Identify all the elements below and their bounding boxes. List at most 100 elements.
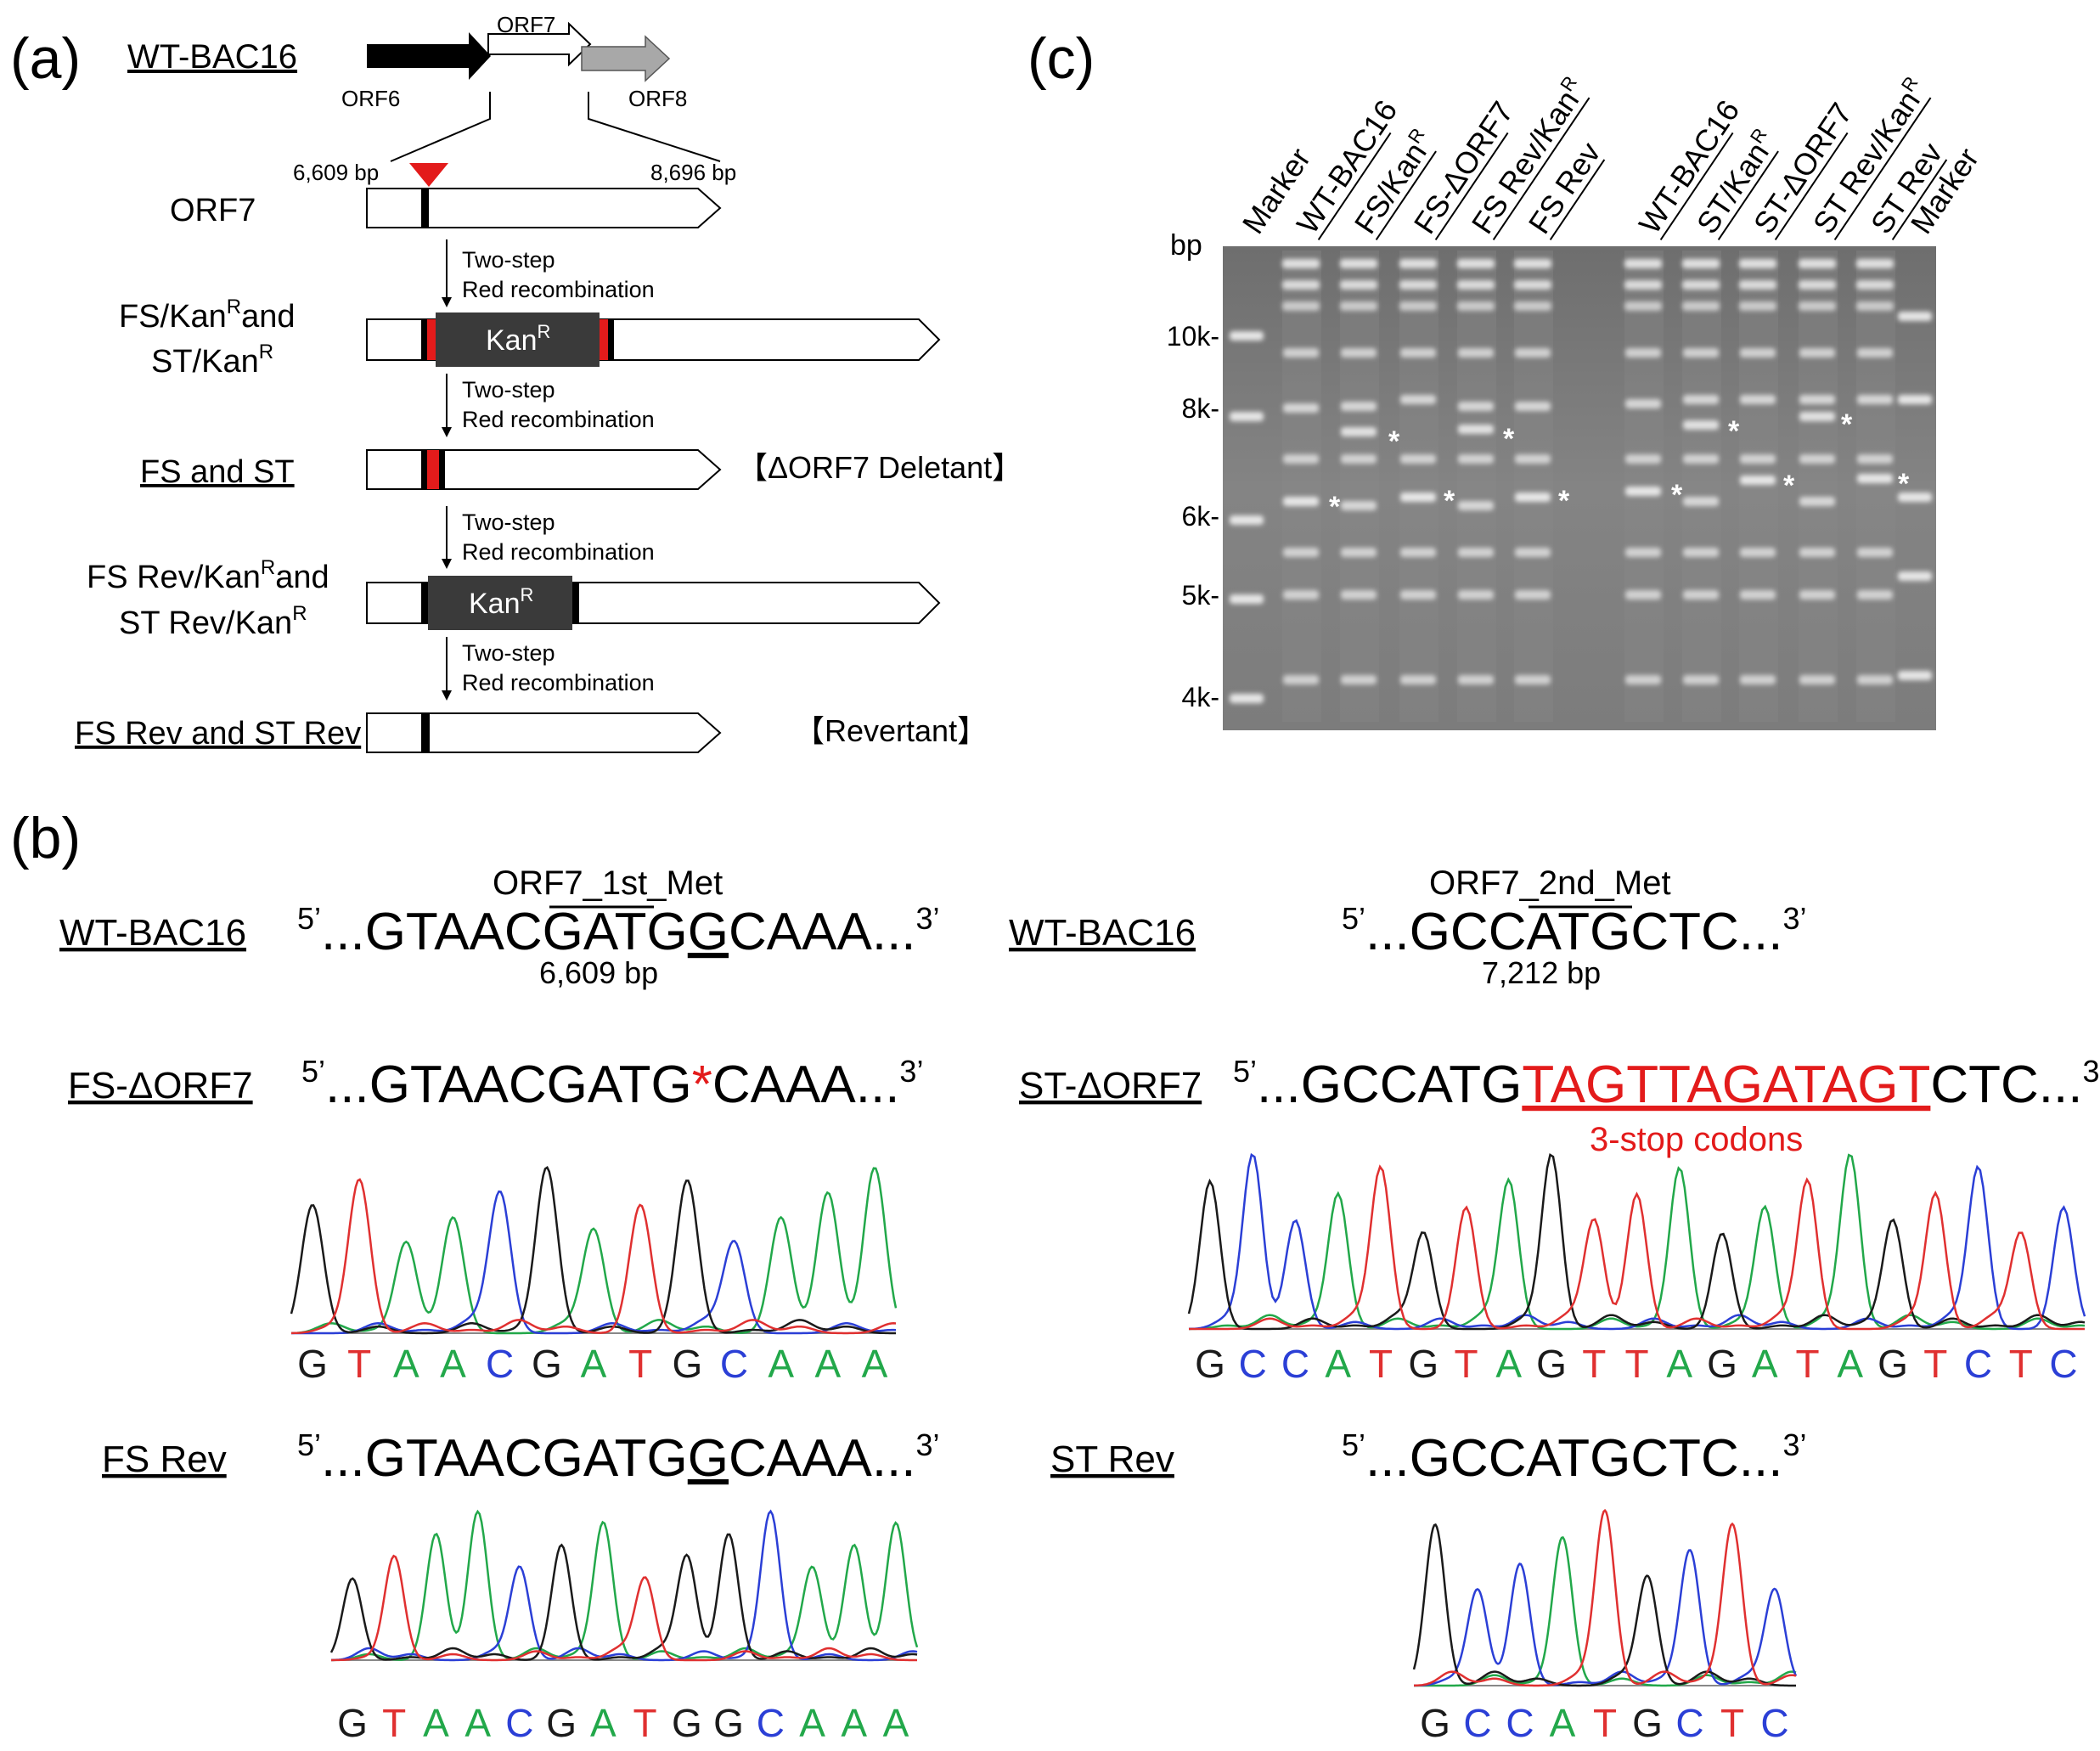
deletant-black-right	[439, 450, 445, 489]
gel-star: *	[1558, 485, 1570, 517]
base-call: T	[382, 1701, 406, 1745]
gel-band	[1683, 675, 1719, 684]
trace-c	[291, 1190, 897, 1335]
gel-band	[1799, 497, 1835, 506]
deletant-tag: 【ΔORF7 Deletant】	[737, 450, 1022, 485]
gel-band	[1458, 425, 1494, 434]
gel-band	[1625, 399, 1661, 408]
base-call: A	[1837, 1342, 1863, 1386]
gel-band	[1400, 493, 1436, 502]
gel-band	[1399, 280, 1437, 290]
base-call: T	[633, 1701, 657, 1745]
gel-band	[1282, 259, 1320, 268]
gel-band	[1458, 454, 1494, 464]
gel-band	[1230, 331, 1264, 341]
gel-band	[1625, 590, 1661, 600]
gel-lane	[1799, 251, 1838, 722]
base-call: T	[1795, 1342, 1819, 1386]
base-call: A	[1325, 1342, 1351, 1386]
gel-band	[1740, 476, 1776, 485]
trace-g	[1412, 1523, 1796, 1687]
gel-band	[1515, 590, 1551, 600]
gel-band	[1624, 280, 1662, 290]
gel-band	[1514, 280, 1551, 290]
gel-lane	[1682, 251, 1721, 722]
gel-band	[1682, 259, 1720, 268]
base-call: A	[1550, 1701, 1576, 1745]
gel-band	[1230, 694, 1264, 703]
base-call: C	[1281, 1342, 1309, 1386]
step-3-line1: Two-step	[462, 510, 555, 535]
revkan-cassette-label: KanR	[469, 584, 533, 620]
gel-band	[1740, 590, 1776, 600]
base-call: G	[672, 1342, 702, 1386]
gel-star: *	[1898, 468, 1910, 500]
gel-band	[1340, 259, 1377, 268]
gel-image	[1223, 246, 1936, 730]
base-call: G	[1632, 1701, 1663, 1745]
row-revkan-label-2: ST Rev/KanR	[119, 602, 307, 641]
gel-band	[1799, 454, 1835, 464]
gel-bands	[1230, 259, 1932, 703]
base-call: T	[1923, 1342, 1947, 1386]
gel-band	[1283, 590, 1319, 600]
gel-lane	[1399, 251, 1438, 722]
base-call: G	[546, 1701, 577, 1745]
gel-band	[1515, 402, 1551, 411]
base-call: G	[1536, 1342, 1567, 1386]
gel-band	[1683, 454, 1719, 464]
wt-right-label: WT-BAC16	[1009, 912, 1196, 954]
step-1-line1: Two-step	[462, 247, 555, 273]
panel-c-label: (c)	[1027, 26, 1095, 91]
gel-band	[1799, 675, 1835, 684]
base-call: T	[347, 1342, 371, 1386]
gel-band	[1898, 671, 1932, 680]
gel-band	[1400, 395, 1436, 404]
trace-t	[291, 1178, 897, 1335]
gel-star: *	[1783, 470, 1795, 502]
row-deletant-label: FS and ST	[140, 454, 295, 490]
gel-band	[1799, 280, 1836, 290]
fsrev-seq: 5’...GTAACGATGGCAAA...3’	[297, 1427, 940, 1488]
gel-band	[1739, 259, 1776, 268]
base-call: A	[1666, 1342, 1692, 1386]
gel-band	[1400, 348, 1436, 358]
met2-label: ORF7_2nd_Met	[1429, 864, 1671, 902]
base-call: T	[1369, 1342, 1393, 1386]
base-call: T	[1720, 1701, 1744, 1745]
base-call: A	[423, 1701, 449, 1745]
gel-band	[1683, 348, 1719, 358]
step-2-line2: Red recombination	[462, 407, 655, 432]
mutation-site-marker	[409, 163, 448, 187]
gel-band	[1799, 395, 1835, 404]
step-arrow-2-head	[442, 427, 452, 437]
row-orf7-label: ORF7	[170, 193, 256, 228]
gel-band	[1283, 497, 1319, 506]
fs-seq: 5’...GTAACGATG*CAAA...3’	[301, 1054, 923, 1114]
trace-c	[331, 1509, 918, 1662]
base-call: G	[1707, 1342, 1737, 1386]
gel-lanes	[1282, 251, 1895, 722]
gel-stars: * * * * * * * * * *	[1329, 408, 1910, 523]
base-call: A	[1495, 1342, 1522, 1386]
trace-t	[331, 1554, 917, 1662]
gel-band	[1514, 259, 1551, 268]
orf6-arrow	[367, 32, 491, 80]
orf7-box	[366, 188, 722, 228]
trace-g	[329, 1533, 918, 1661]
gel-band	[1283, 454, 1319, 464]
gel-band	[1683, 420, 1719, 430]
lane-label-underline	[1492, 97, 1590, 241]
trace-t	[1189, 1164, 2085, 1331]
gel-band	[1799, 590, 1835, 600]
gel-band	[1799, 259, 1836, 268]
orf7-arrow	[487, 21, 592, 67]
wt-bac16-label: WT-BAC16	[127, 38, 297, 76]
step-4-line1: Two-step	[462, 640, 555, 666]
gel-band	[1740, 395, 1776, 404]
gel-star: *	[1841, 408, 1853, 441]
base-call: T	[628, 1342, 652, 1386]
base-call: G	[672, 1701, 702, 1745]
